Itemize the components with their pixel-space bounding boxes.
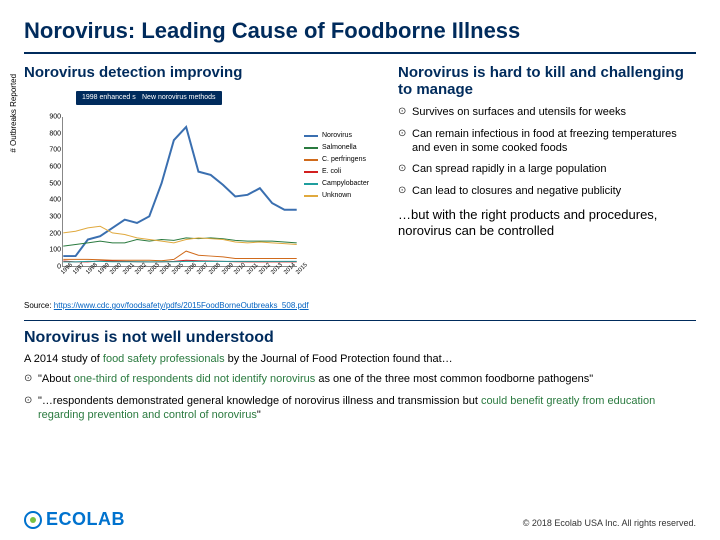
page-title: Norovirus: Leading Cause of Foodborne Il…	[24, 18, 696, 44]
copyright: © 2018 Ecolab USA Inc. All rights reserv…	[523, 518, 696, 528]
logo-text: ECOLAB	[46, 509, 125, 530]
chart-legend: Norovirus Salmonella C. perfringens E. coli…	[304, 127, 369, 204]
series-line	[63, 127, 296, 256]
q2-a: "…respondents demonstrated general knowl…	[38, 395, 481, 407]
but-text: …but with the right products and procedu…	[398, 207, 696, 240]
legend-swatch	[304, 183, 318, 185]
ytick: 200	[49, 230, 63, 237]
right-column: Norovirus is hard to kill and challengin…	[398, 64, 696, 310]
right-heading: Norovirus is hard to kill and challengin…	[398, 64, 696, 98]
source-link[interactable]: https://www.cdc.gov/foodsafety/pdfs/2015…	[54, 301, 309, 310]
intro-b: by the Journal of Food Protection found …	[225, 353, 453, 365]
legend-swatch	[304, 195, 318, 197]
legend-item: C. perfringens	[304, 156, 369, 163]
legend-swatch	[304, 159, 318, 161]
chart-source: Source: https://www.cdc.gov/foodsafety/p…	[24, 301, 384, 310]
legend-item: E. coli	[304, 168, 369, 175]
chart-yaxis-label: # Outbreaks Reported	[9, 74, 18, 153]
legend-swatch	[304, 171, 318, 173]
q1-em: one-third of respondents did not identif…	[74, 373, 316, 385]
legend-label: Campylobacter	[322, 180, 369, 187]
legend-label: Norovirus	[322, 132, 352, 139]
chart: 1998 enhanced surveillance New norovirus…	[24, 87, 384, 297]
chart-plot: 0100200300400500600700800900199619971998…	[62, 117, 297, 267]
legend-item: Campylobacter	[304, 180, 369, 187]
legend-item: Norovirus	[304, 132, 369, 139]
ytick: 300	[49, 214, 63, 221]
q2-b: "	[257, 409, 261, 421]
lower-bullet-1: "About one-third of respondents did not …	[24, 373, 696, 387]
ytick: 400	[49, 197, 63, 204]
ytick: 700	[49, 147, 63, 154]
right-bullets: Survives on surfaces and utensils for we…	[398, 106, 696, 199]
xtick: 2015	[295, 262, 309, 276]
divider-top	[24, 52, 696, 54]
ytick: 500	[49, 180, 63, 187]
left-column: Norovirus detection improving 1998 enhan…	[24, 64, 384, 310]
bullet-item: Survives on surfaces and utensils for we…	[398, 106, 696, 120]
intro-a: A 2014 study of	[24, 353, 103, 365]
ytick: 900	[49, 114, 63, 121]
lower-intro: A 2014 study of food safety professional…	[24, 353, 696, 365]
top-row: Norovirus detection improving 1998 enhan…	[24, 64, 696, 310]
logo-icon	[24, 511, 42, 529]
legend-label: Salmonella	[322, 144, 357, 151]
bullet-item: Can lead to closures and negative public…	[398, 185, 696, 199]
bullet-item: Can remain infectious in food at freezin…	[398, 128, 696, 156]
legend-label: Unknown	[322, 192, 351, 199]
legend-label: E. coli	[322, 168, 341, 175]
legend-item: Unknown	[304, 192, 369, 199]
legend-swatch	[304, 135, 318, 137]
bullet-item: Can spread rapidly in a large population	[398, 163, 696, 177]
q1-b: as one of the three most common foodborn…	[315, 373, 593, 385]
lower-bullet-2: "…respondents demonstrated general knowl…	[24, 395, 696, 423]
q1-a: "About	[38, 373, 74, 385]
legend-item: Salmonella	[304, 144, 369, 151]
intro-em: food safety professionals	[103, 353, 225, 365]
lower-bullets: "About one-third of respondents did not …	[24, 373, 696, 422]
left-heading: Norovirus detection improving	[24, 64, 384, 81]
chart-lines	[63, 117, 297, 266]
legend-swatch	[304, 147, 318, 149]
ytick: 600	[49, 164, 63, 171]
series-line	[63, 251, 296, 261]
source-prefix: Source:	[24, 301, 54, 310]
logo: ECOLAB	[24, 509, 125, 530]
ytick: 100	[49, 247, 63, 254]
legend-label: C. perfringens	[322, 156, 366, 163]
lower-heading: Norovirus is not well understood	[24, 329, 696, 347]
ytick: 800	[49, 130, 63, 137]
divider-mid	[24, 320, 696, 321]
chart-callout-2: New norovirus methods	[136, 91, 222, 105]
